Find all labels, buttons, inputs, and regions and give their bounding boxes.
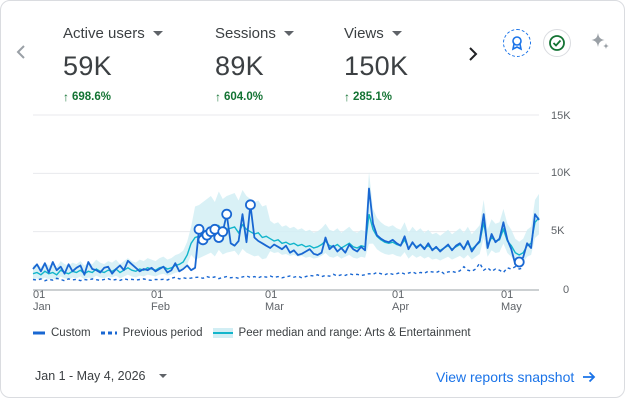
peer-range-band: [33, 171, 539, 281]
x-tick-label: 01 May: [501, 289, 522, 313]
legend-item-peer[interactable]: Peer median and range: Arts & Entertainm…: [212, 327, 471, 339]
x-tick-label: 01 Feb: [151, 289, 170, 313]
metric-value: 150K: [344, 51, 409, 81]
chevron-down-icon: [159, 374, 168, 378]
chevron-right-icon: [469, 47, 478, 61]
metric-change: ↑ 698.6%: [63, 90, 163, 104]
insights-button[interactable]: [587, 29, 613, 55]
annotation-marker[interactable]: [245, 199, 256, 211]
metric-change-value: 604.0%: [224, 91, 264, 103]
chevron-down-icon: [152, 31, 163, 36]
annotation-marker[interactable]: [221, 208, 233, 220]
metric-sessions[interactable]: Sessions 89K ↑ 604.0%: [215, 25, 294, 104]
band-swatch: [212, 328, 233, 338]
x-tick-label: 01 Jan: [33, 289, 51, 313]
check-status-button[interactable]: [543, 29, 571, 57]
arrow-up-icon: ↑: [215, 90, 221, 104]
annotation-marker[interactable]: [217, 226, 229, 238]
metric-change: ↑ 285.1%: [344, 90, 408, 104]
arrow-up-icon: ↑: [63, 90, 69, 104]
metric-change-value: 698.6%: [72, 91, 112, 103]
check-circle-icon: [549, 35, 565, 51]
series-custom: [32, 187, 540, 276]
annotation-marker[interactable]: [513, 256, 525, 268]
y-tick-label: 15K: [551, 110, 571, 122]
metric-value: 59K: [63, 51, 112, 81]
sparkle-icon: [591, 33, 609, 49]
series-previous-period: [32, 261, 524, 282]
arrow-right-icon: [583, 371, 596, 383]
x-tick-label: 01 Mar: [265, 289, 284, 313]
dashed-line-swatch: [100, 331, 117, 335]
chevron-left-icon: [16, 45, 25, 59]
metric-change-value: 285.1%: [353, 91, 393, 103]
arrow-up-icon: ↑: [344, 90, 350, 104]
chevron-down-icon: [391, 31, 402, 36]
sessions-line-chart: [32, 114, 540, 291]
metric-selector[interactable]: Sessions: [215, 25, 294, 42]
metric-views[interactable]: Views 150K ↑ 285.1%: [344, 25, 408, 104]
metric-label: Active users: [63, 25, 145, 42]
y-tick-label: 5K: [551, 225, 565, 237]
x-tick-label: 01 Apr: [392, 289, 410, 313]
metric-value: 89K: [215, 51, 264, 81]
metric-change: ↑ 604.0%: [215, 90, 294, 104]
legend-item-custom[interactable]: Custom: [33, 327, 91, 339]
chart-legend: Custom Previous period Peer median and r…: [33, 327, 481, 339]
solid-line-swatch: [33, 331, 45, 335]
award-badge-icon: [511, 36, 523, 51]
legend-label: Custom: [51, 327, 91, 339]
view-reports-snapshot-link[interactable]: View reports snapshot: [436, 369, 596, 385]
metric-selector[interactable]: Active users: [63, 25, 163, 42]
badge-button[interactable]: [503, 29, 531, 57]
y-tick-label: 10K: [551, 167, 571, 179]
previous-metrics-button[interactable]: [11, 39, 31, 65]
metric-label: Sessions: [215, 25, 276, 42]
legend-label: Previous period: [122, 327, 203, 339]
y-tick-label: 0: [563, 284, 570, 296]
snapshot-link-label: View reports snapshot: [436, 369, 575, 385]
annotation-marker[interactable]: [193, 223, 205, 235]
legend-item-previous[interactable]: Previous period: [100, 327, 203, 339]
metric-label: Views: [344, 25, 384, 42]
next-metrics-button[interactable]: [463, 41, 483, 67]
date-range-selector[interactable]: Jan 1 - May 4, 2026: [35, 369, 168, 383]
date-range-label: Jan 1 - May 4, 2026: [35, 369, 146, 383]
metric-selector[interactable]: Views: [344, 25, 408, 42]
legend-label: Peer median and range: Arts & Entertainm…: [238, 327, 471, 339]
metric-active-users[interactable]: Active users 59K ↑ 698.6%: [63, 25, 163, 104]
chevron-down-icon: [283, 31, 294, 36]
